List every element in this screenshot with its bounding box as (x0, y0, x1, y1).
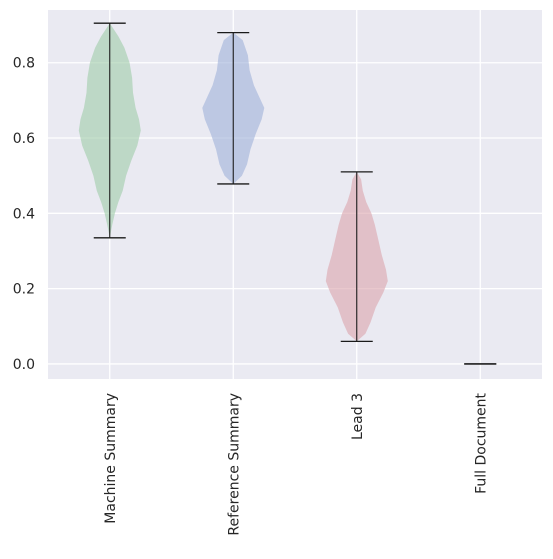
y-tick-label: 0.2 (13, 282, 35, 298)
y-tick-label: 0.6 (13, 131, 35, 147)
x-tick-label: Lead 3 (350, 393, 366, 440)
violins (78, 22, 497, 365)
x-tick-label: Full Document (473, 392, 489, 493)
x-axis-ticks: Machine Summary Reference Summary Lead 3 Fu… (103, 392, 490, 535)
y-axis-ticks: 0.0 0.2 0.4 0.6 0.8 (13, 56, 35, 373)
y-tick-label: 0.8 (13, 56, 35, 72)
x-tick-label: Machine Summary (103, 393, 119, 524)
y-tick-label: 0.4 (13, 206, 35, 222)
y-tick-label: 0.0 (13, 357, 35, 373)
x-tick-label: Reference Summary (226, 393, 242, 536)
